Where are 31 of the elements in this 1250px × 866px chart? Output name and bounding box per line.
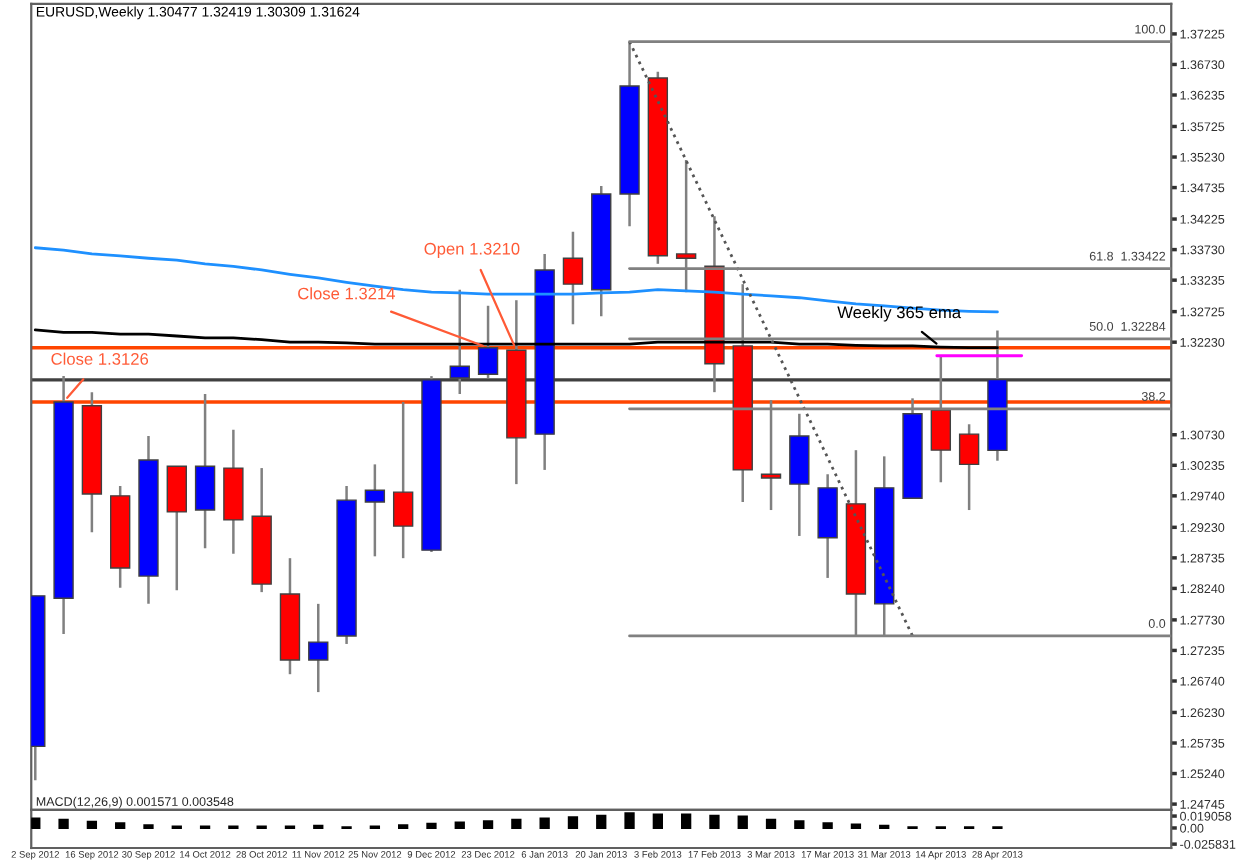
candlestick [392, 400, 414, 560]
bar [567, 816, 579, 830]
annotation: Weekly 365 ema [837, 306, 962, 322]
candlestick [166, 464, 187, 592]
bar [454, 821, 465, 830]
candlestick [364, 463, 386, 558]
line-series [33, 328, 999, 350]
candlestick [194, 392, 216, 550]
candlestick [958, 423, 980, 512]
bar [624, 812, 635, 830]
bar [115, 822, 126, 830]
bar [86, 820, 98, 830]
bar [426, 822, 437, 830]
bar [822, 822, 833, 830]
bar [596, 814, 607, 830]
bar [482, 820, 494, 830]
annotation: Open 1.3210 [424, 242, 520, 258]
annotation: Close 1.3214 [298, 287, 396, 300]
bar [539, 817, 550, 830]
bar [709, 814, 720, 830]
bar [680, 813, 692, 830]
annotation: Close 1.3126 [51, 352, 149, 365]
bar [652, 813, 663, 830]
candlestick [562, 230, 584, 326]
bar [511, 818, 522, 830]
candlestick [308, 602, 329, 694]
bar [737, 815, 748, 830]
bar [31, 817, 41, 830]
bar [765, 818, 777, 830]
bar [794, 820, 805, 830]
bar [58, 818, 69, 830]
